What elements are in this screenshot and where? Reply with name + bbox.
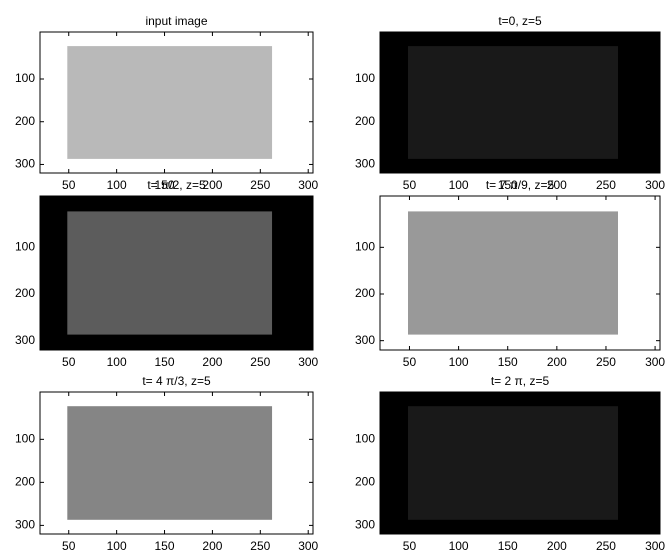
- subplot-title: t= 7 π/9, z=5: [486, 178, 555, 192]
- y-tick-label: 300: [355, 157, 375, 171]
- x-tick-label: 100: [107, 355, 127, 369]
- y-tick-label: 300: [355, 333, 375, 347]
- y-tick-label: 200: [15, 286, 35, 300]
- x-tick-label: 250: [250, 539, 270, 553]
- x-tick-label: 100: [449, 355, 469, 369]
- x-tick-label: 300: [298, 539, 318, 553]
- subplot-title: input image: [145, 14, 207, 28]
- x-tick-label: 300: [298, 178, 318, 192]
- image-content: [408, 406, 618, 520]
- x-tick-label: 250: [250, 178, 270, 192]
- image-content: [67, 406, 272, 520]
- x-tick-label: 300: [298, 355, 318, 369]
- y-tick-label: 200: [15, 475, 35, 489]
- x-tick-label: 50: [62, 355, 76, 369]
- x-tick-label: 250: [596, 355, 616, 369]
- y-tick-label: 300: [15, 157, 35, 171]
- y-tick-label: 200: [15, 114, 35, 128]
- x-tick-label: 150: [155, 539, 175, 553]
- y-tick-label: 300: [15, 518, 35, 532]
- y-tick-label: 100: [355, 240, 375, 254]
- x-tick-label: 50: [403, 355, 417, 369]
- x-tick-label: 150: [498, 355, 518, 369]
- x-tick-label: 50: [62, 178, 76, 192]
- x-tick-label: 100: [449, 539, 469, 553]
- y-tick-label: 200: [355, 114, 375, 128]
- subplot-title: t= 2 π, z=5: [491, 374, 550, 388]
- x-tick-label: 100: [107, 178, 127, 192]
- y-tick-label: 300: [355, 518, 375, 532]
- y-tick-label: 100: [15, 240, 35, 254]
- subplot-title: t=0, z=5: [498, 14, 542, 28]
- x-tick-label: 250: [250, 355, 270, 369]
- subplot-title: t= 4 π/3, z=5: [142, 374, 211, 388]
- x-tick-label: 250: [596, 539, 616, 553]
- subplot-title: t= π/2, z=5: [147, 178, 206, 192]
- image-content: [408, 211, 618, 334]
- x-tick-label: 200: [547, 355, 567, 369]
- y-tick-label: 200: [355, 286, 375, 300]
- x-tick-label: 300: [645, 355, 665, 369]
- x-tick-label: 100: [449, 178, 469, 192]
- y-tick-label: 100: [15, 432, 35, 446]
- x-tick-label: 50: [62, 539, 76, 553]
- x-tick-label: 300: [645, 539, 665, 553]
- x-tick-label: 100: [107, 539, 127, 553]
- y-tick-label: 300: [15, 333, 35, 347]
- x-tick-label: 200: [202, 539, 222, 553]
- y-tick-label: 100: [355, 71, 375, 85]
- x-tick-label: 150: [498, 539, 518, 553]
- image-content: [408, 46, 618, 159]
- y-tick-label: 100: [355, 432, 375, 446]
- x-tick-label: 150: [155, 355, 175, 369]
- figure: input image 50 100 150 200 250 300 100 200 300 t=0…: [0, 0, 672, 556]
- x-tick-label: 200: [547, 539, 567, 553]
- x-tick-label: 300: [645, 178, 665, 192]
- y-tick-label: 100: [15, 71, 35, 85]
- x-tick-label: 50: [403, 178, 417, 192]
- image-content: [67, 46, 272, 159]
- image-content: [67, 211, 272, 334]
- x-tick-label: 200: [202, 355, 222, 369]
- x-tick-label: 250: [596, 178, 616, 192]
- y-tick-label: 200: [355, 475, 375, 489]
- x-tick-label: 50: [403, 539, 417, 553]
